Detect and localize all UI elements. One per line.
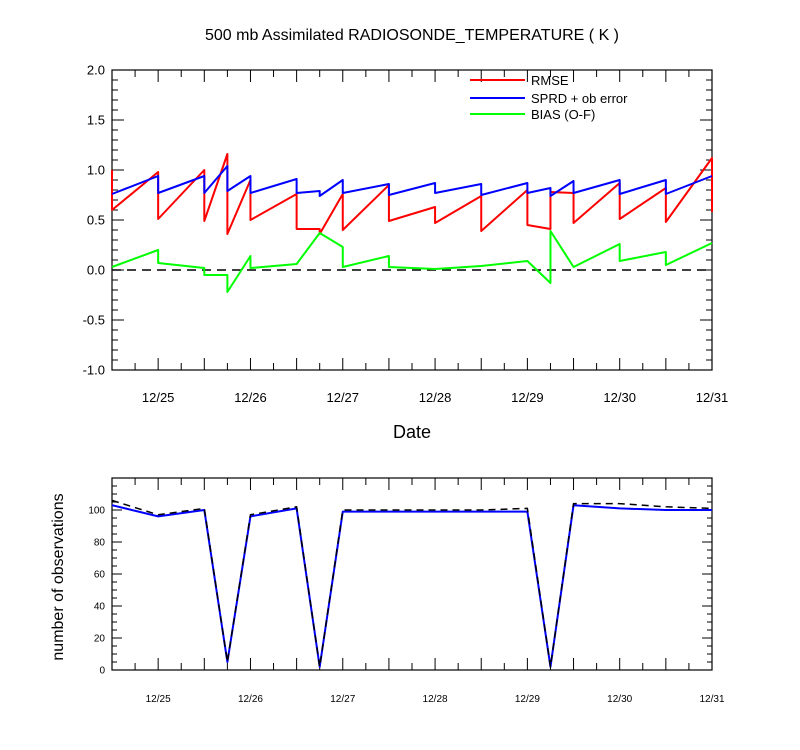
bottom-plot-panel: 12/25 12/26 12/27 12/28 12/29 12/30 12/31 0 20 40… [88,477,725,705]
top-plot-frame [111,69,713,371]
legend-bias-label: BIAS (O-F) [531,107,595,122]
chart-title: 500 mb Assimilated RADIOSONDE_TEMPERATUR… [205,27,619,44]
top-y-tick-label: -0.5 [83,313,105,328]
top-plot-panel: 12/25 12/26 12/27 12/28 12/29 12/30 12/31 -1.0 -… [83,63,729,405]
bottom-series-line-0 [111,504,712,668]
bottom-y-tick-label: 20 [94,634,106,645]
top-y-tick-label: 2.0 [87,63,105,78]
top-y-tick-label: -1.0 [83,363,105,378]
top-x-tick-label: 12/30 [603,390,636,405]
top-x-tick-label: 12/28 [419,390,452,405]
bottom-y-tick-label: 0 [99,666,105,677]
top-series-line-1 [111,165,713,197]
bottom-plot-frame [111,477,713,671]
bottom-y-tick-label: 40 [94,602,106,613]
legend-rmse-label: RMSE [531,73,569,88]
bottom-x-tick-label: 12/27 [330,694,355,705]
top-series-line-0 [111,153,713,235]
top-x-tick-label: 12/27 [326,390,359,405]
top-y-tick-label: 1.0 [87,163,105,178]
x-axis-label: Date [393,422,431,442]
bottom-x-tick-label: 12/28 [423,694,448,705]
top-y-tick-label: 0.5 [87,213,105,228]
top-y-tick-label: 1.5 [87,113,105,128]
legend: RMSE SPRD + ob error BIAS (O-F) [470,73,628,122]
bottom-series-line-1 [111,499,713,668]
bottom-y-tick-label: 60 [94,570,106,581]
bottom-x-tick-label: 12/29 [515,694,540,705]
y-axis-label-observations: number of observations [50,493,67,660]
bottom-x-tick-label: 12/25 [146,694,171,705]
bottom-y-tick-label: 100 [88,506,105,517]
legend-sprd-label: SPRD + ob error [531,91,628,106]
top-series-line-2 [111,230,713,293]
top-x-tick-label: 12/26 [234,390,267,405]
bottom-x-tick-label: 12/26 [238,694,263,705]
bottom-y-tick-label: 80 [94,538,106,549]
bottom-x-tick-label: 12/30 [607,694,632,705]
top-y-tick-label: 0.0 [87,263,105,278]
top-x-tick-label: 12/25 [142,390,175,405]
bottom-x-tick-label: 12/31 [699,694,724,705]
top-x-tick-label: 12/31 [696,390,729,405]
top-x-tick-label: 12/29 [511,390,544,405]
